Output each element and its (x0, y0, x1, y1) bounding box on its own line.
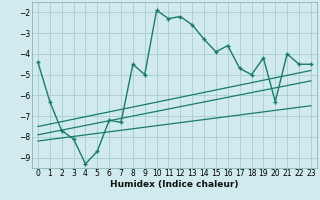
X-axis label: Humidex (Indice chaleur): Humidex (Indice chaleur) (110, 180, 239, 189)
